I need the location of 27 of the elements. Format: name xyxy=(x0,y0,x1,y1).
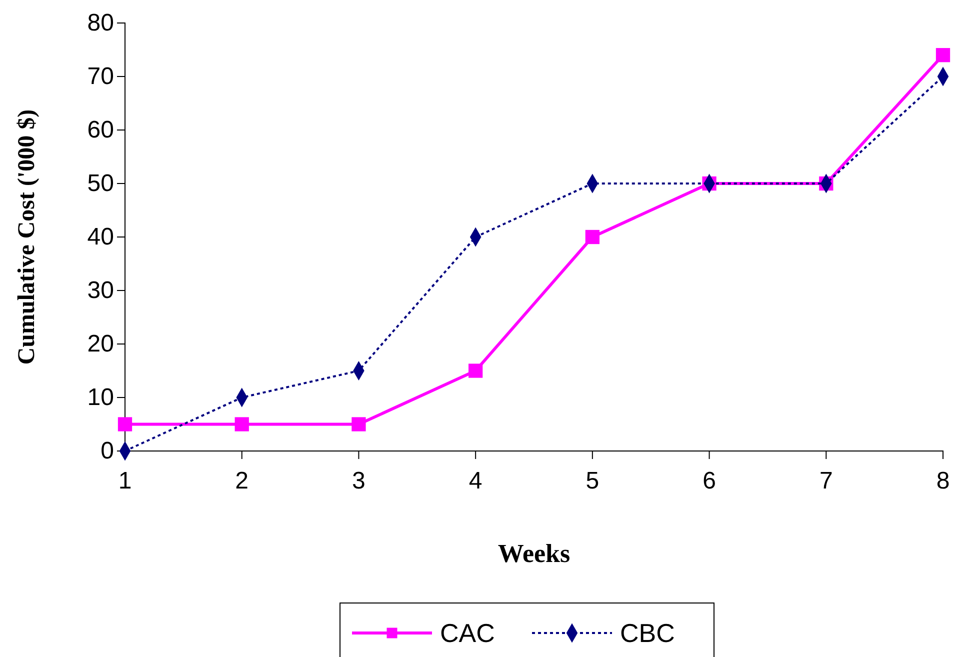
y-tick-label: 70 xyxy=(87,63,114,90)
point xyxy=(118,417,132,432)
x-tick-label: 8 xyxy=(936,467,950,494)
y-axis-title: Cumulative Cost ('000 $) xyxy=(14,109,40,365)
x-tick-label: 4 xyxy=(468,467,482,494)
point xyxy=(234,417,249,432)
y-tick-label: 50 xyxy=(87,170,114,198)
y-tick-label: 80 xyxy=(87,10,114,37)
x-tick-label: 2 xyxy=(235,467,249,494)
y-tick-label: 40 xyxy=(87,224,114,251)
x-tick-label: 6 xyxy=(702,467,716,494)
point xyxy=(468,364,483,378)
y-tick-label: 30 xyxy=(87,277,114,304)
x-tick-label: 5 xyxy=(586,467,600,494)
legend-label: CAC xyxy=(440,618,495,648)
y-tick-label: 20 xyxy=(87,330,114,358)
x-tick-label: 7 xyxy=(819,467,833,494)
y-tick-label: 60 xyxy=(87,116,114,144)
point xyxy=(352,417,366,432)
point xyxy=(585,230,600,244)
x-tick-label: 3 xyxy=(352,467,366,494)
x-axis-title: Weeks xyxy=(498,539,570,568)
legend-label: CBC xyxy=(620,618,675,648)
point xyxy=(936,48,950,62)
y-tick-label: 0 xyxy=(100,438,114,465)
x-tick-label: 1 xyxy=(118,467,132,494)
y-tick-label: 10 xyxy=(87,384,114,412)
